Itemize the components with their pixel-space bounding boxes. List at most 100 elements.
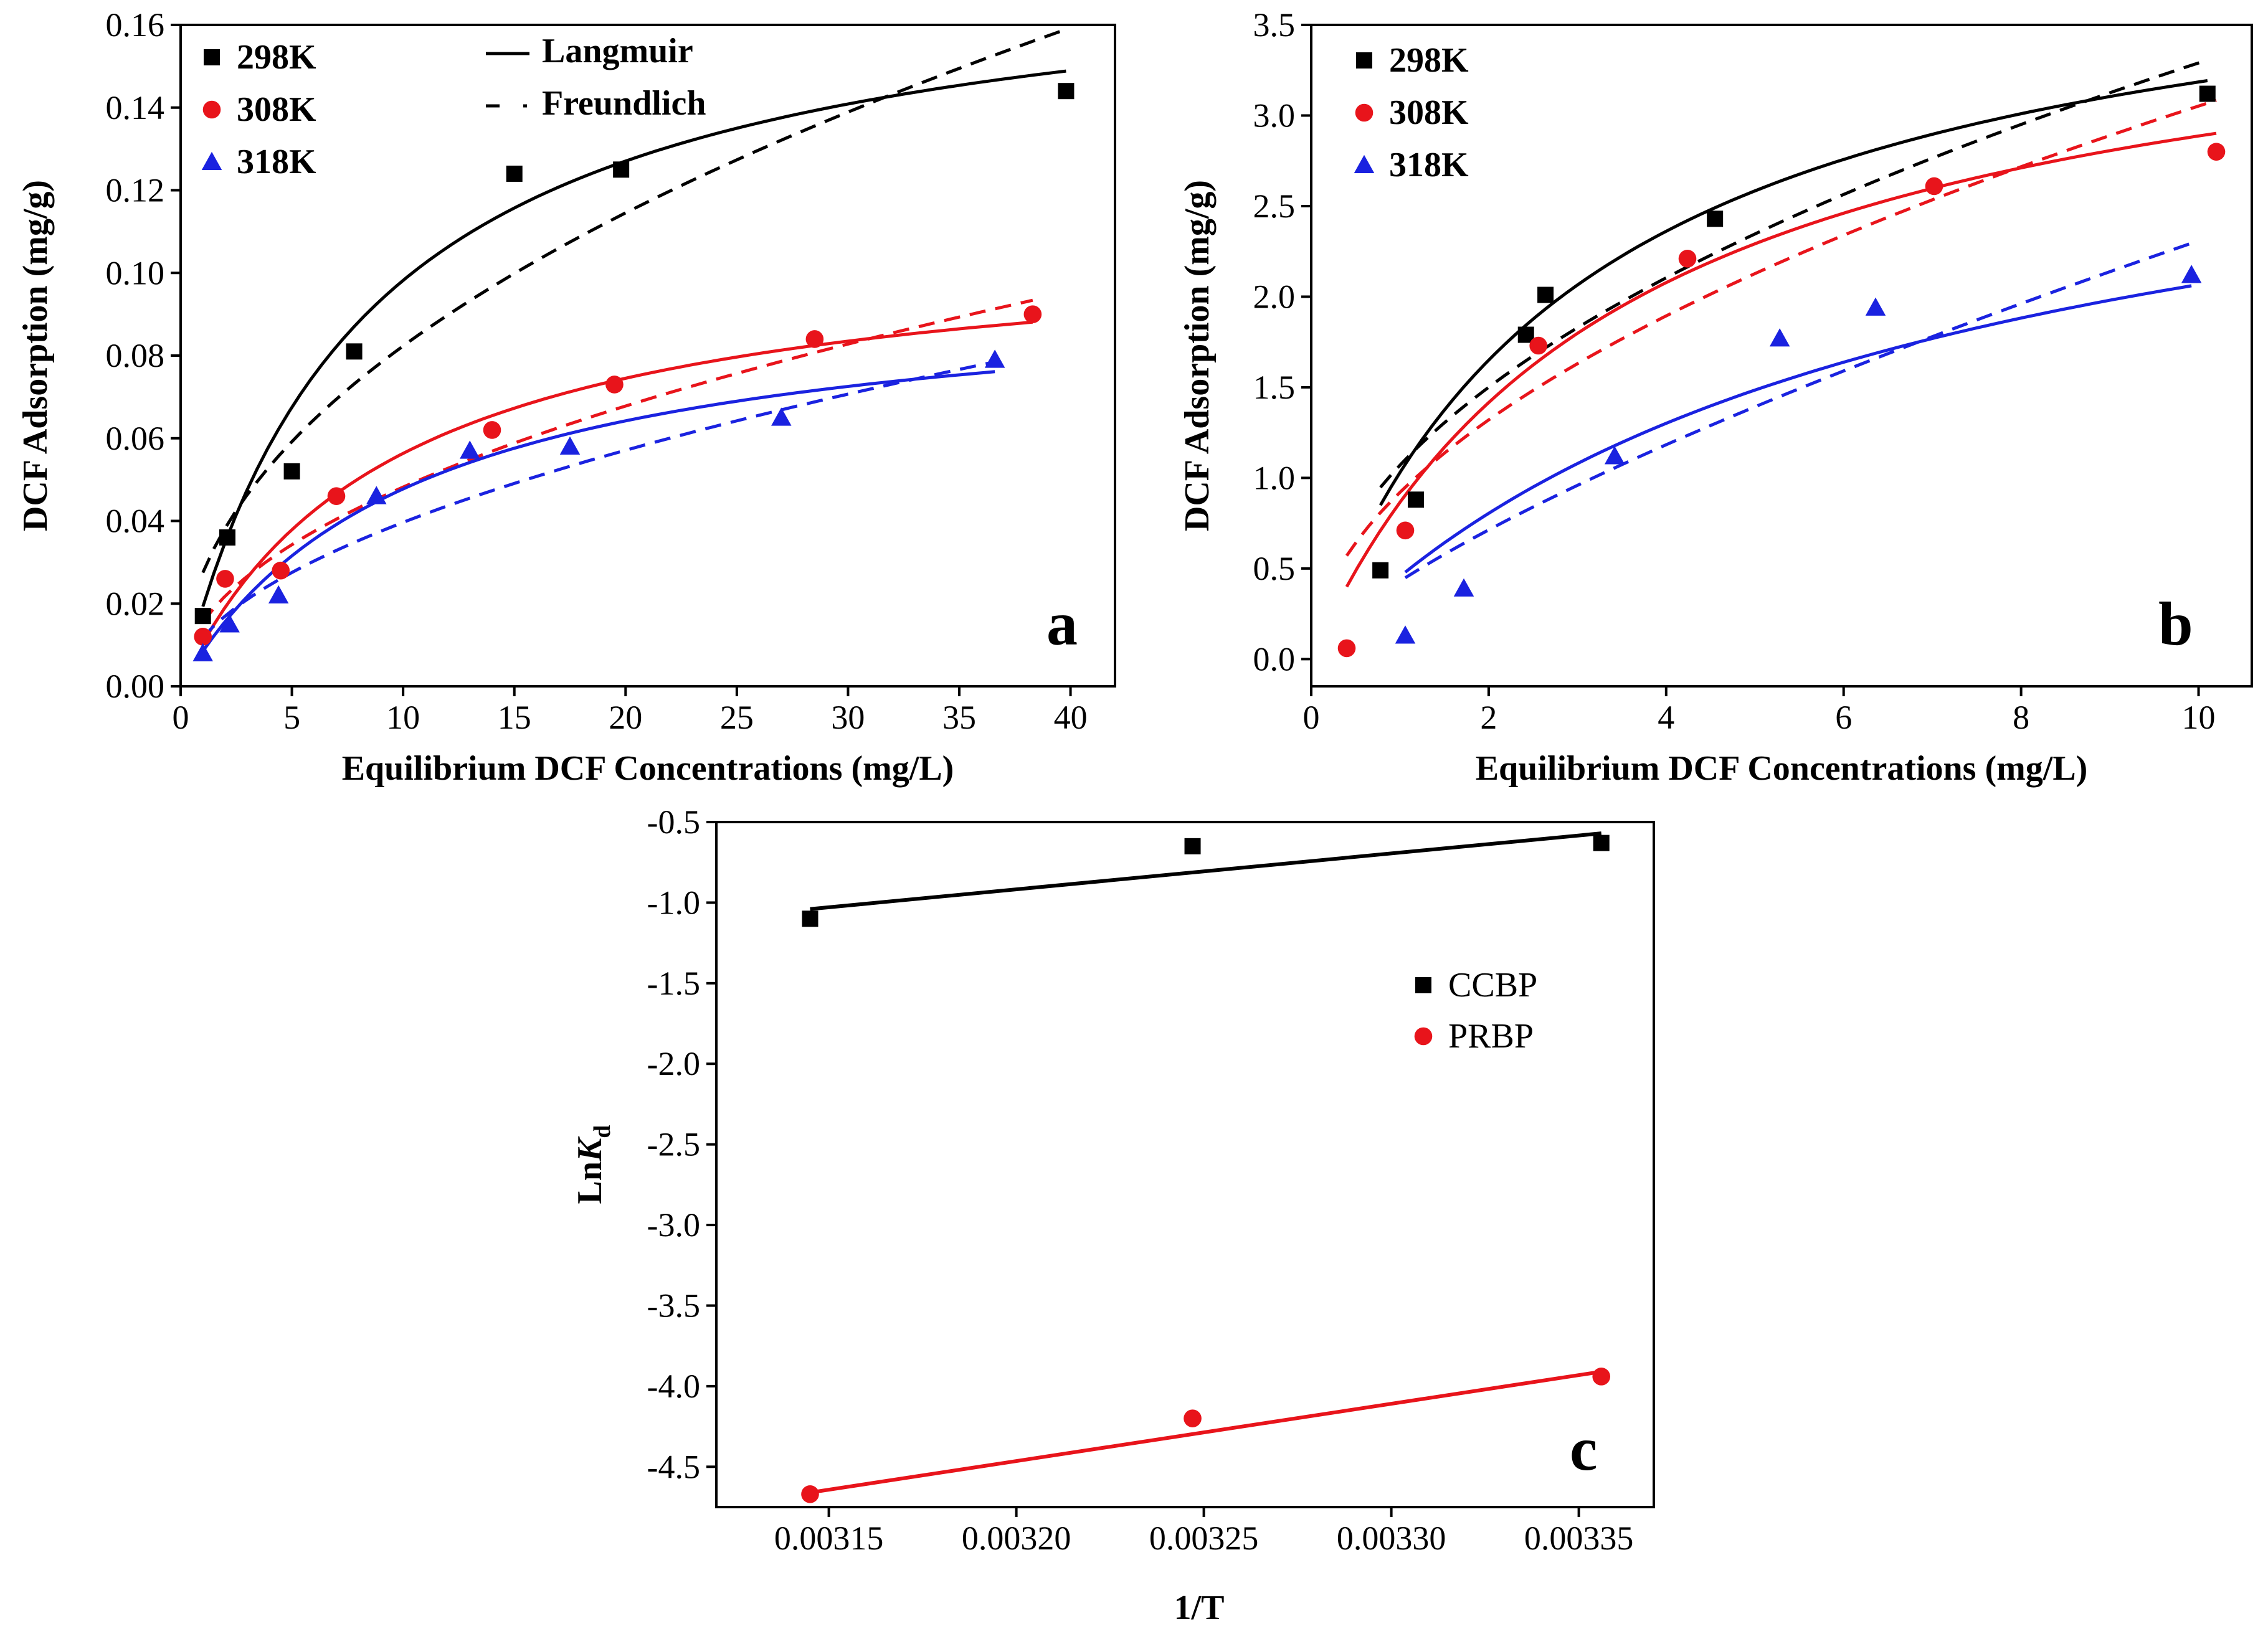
data-point-318K	[366, 486, 387, 504]
data-point-298K	[1372, 562, 1389, 579]
y-tick-label-a: 0.08	[106, 337, 165, 374]
x-tick-label-c: 0.00335	[1524, 1520, 1634, 1557]
y-tick-label-a: 0.12	[106, 172, 165, 209]
data-point-298K	[613, 161, 630, 178]
data-point-PRBP	[1592, 1368, 1611, 1386]
data-point-308K	[216, 570, 234, 588]
series-298K-b	[1372, 85, 2216, 579]
plot-frame-c	[715, 821, 1655, 1508]
x-tick-label-b: 6	[1835, 699, 1852, 736]
data-point-318K	[1604, 446, 1625, 465]
x-tick-label-a: 25	[720, 699, 754, 736]
langmuir-curve-308K	[201, 320, 1033, 644]
panel-c: 0.00315 0.00320 0.00325 0.00330 0.00335 -0.5 -…	[571, 803, 1655, 1627]
data-point-308K	[1023, 305, 1042, 323]
data-point-PRBP	[1184, 1409, 1202, 1427]
data-point-308K	[605, 376, 624, 394]
freundlich-curve-308K	[201, 298, 1033, 623]
series-308K-a	[194, 305, 1042, 646]
series-308K-b	[1337, 143, 2226, 658]
y-tick-label-b: 0.5	[1253, 550, 1296, 587]
y-tick-label-b: 2.0	[1253, 278, 1296, 315]
x-axis-title-b: Equilibrium DCF Concentrations (mg/L)	[1476, 749, 2088, 788]
data-point-298K	[1058, 83, 1075, 100]
langmuir-curve-318K	[1404, 284, 2192, 574]
data-point-298K	[219, 529, 235, 546]
legend-label-308K: 308K	[1389, 93, 1469, 132]
data-point-298K	[194, 608, 211, 625]
x-tick-label-a: 30	[831, 699, 865, 736]
data-point-CCBP	[1184, 838, 1201, 854]
data-point-308K	[1678, 250, 1697, 268]
y-tick-label-c: -3.5	[647, 1287, 700, 1324]
data-point-308K	[1925, 177, 1943, 196]
y-tick-label-c: -1.5	[647, 965, 700, 1002]
langmuir-curve-308K	[1345, 131, 2217, 588]
x-tick-label-c: 0.00315	[774, 1520, 884, 1557]
data-point-318K	[1769, 328, 1790, 347]
data-point-308K	[805, 330, 824, 348]
data-point-318K	[192, 643, 213, 661]
legend-b: 298K 308K 318K	[1354, 41, 1469, 184]
y-tick-label-c: -0.5	[647, 803, 700, 841]
legend-label-318K: 318K	[1389, 146, 1469, 184]
y-tick-label-b: 0.0	[1253, 640, 1296, 678]
legend-label-318K: 318K	[237, 143, 316, 181]
x-tick-label-a: 20	[609, 699, 642, 736]
legend-a: 298K 308K 318K Langmuir Freundlich	[201, 32, 706, 181]
y-tick-label-c: -2.5	[647, 1126, 700, 1163]
data-point-298K	[1537, 286, 1554, 303]
y-tick-label-a: 0.04	[106, 503, 165, 540]
y-tick-label-a: 0.16	[106, 6, 165, 44]
data-point-318K	[268, 585, 289, 603]
y-tick-label-b: 3.5	[1253, 6, 1296, 44]
data-point-318K	[771, 407, 792, 426]
y-tick-label-a: 0.06	[106, 420, 165, 457]
panel-label-c: c	[1570, 1414, 1597, 1483]
y-tick-label-c: -3.0	[647, 1206, 700, 1244]
freundlich-curve-298K	[1379, 59, 2208, 489]
panel-b: 0 2 4 6 8 10 0.0 0.5 1.0 1.5 2.0 2.5 3.0 3.5 Equilibri…	[1178, 6, 2253, 788]
x-axis-title-a: Equilibrium DCF Concentrations (mg/L)	[342, 749, 954, 788]
legend-marker-CCBP	[1415, 977, 1431, 993]
x-tick-label-c: 0.00330	[1337, 1520, 1446, 1557]
legend-label-CCBP: CCBP	[1448, 966, 1537, 1005]
data-point-CCBP	[802, 910, 818, 927]
y-tick-label-c: -4.5	[647, 1448, 700, 1485]
series-CCBP-c	[802, 834, 1610, 927]
series-PRBP-c	[801, 1368, 1611, 1503]
series-318K-b	[1395, 265, 2202, 644]
legend-marker-298K	[1356, 52, 1372, 69]
x-tick-label-b: 4	[1658, 699, 1674, 736]
y-tick-label-a: 0.02	[106, 585, 165, 622]
data-point-318K	[1395, 625, 1416, 644]
data-point-298K	[2199, 85, 2216, 102]
y-tick-label-a: 0.00	[106, 668, 165, 705]
data-point-298K	[346, 343, 363, 360]
legend-marker-308K	[202, 100, 221, 119]
y-axis-title-c: LnKd	[571, 1125, 615, 1204]
y-tick-label-c: -1.0	[647, 884, 700, 921]
x-tick-label-a: 0	[173, 699, 189, 736]
legend-marker-308K	[1355, 103, 1374, 122]
data-point-308K	[1396, 521, 1415, 540]
fit-curves-b	[1345, 59, 2217, 588]
freundlich-curve-318K	[201, 360, 995, 639]
x-tick-label-a: 10	[386, 699, 420, 736]
data-point-298K	[1707, 210, 1724, 227]
y-tick-label-a: 0.14	[106, 89, 165, 126]
data-point-318K	[984, 349, 1005, 368]
y-tick-label-c: -2.0	[647, 1045, 700, 1082]
data-point-CCBP	[1593, 834, 1610, 851]
legend-label-308K: 308K	[237, 90, 316, 129]
fit-curves-c	[810, 831, 1602, 1495]
panel-a: 0 5 10 15 20 25 30 35 40 0.00 0.02 0.04 0.06 0.08 0.10…	[16, 6, 1116, 788]
data-point-PRBP	[801, 1485, 819, 1503]
x-tick-label-b: 10	[2182, 699, 2216, 736]
data-point-318K	[559, 436, 581, 455]
data-point-308K	[272, 561, 290, 580]
legend-marker-318K	[1354, 154, 1375, 173]
y-axis-title-a: DCF Adsorption (mg/g)	[16, 180, 55, 531]
x-tick-label-c: 0.00320	[962, 1520, 1071, 1557]
x-axis-title-c: 1/T	[1174, 1589, 1225, 1627]
